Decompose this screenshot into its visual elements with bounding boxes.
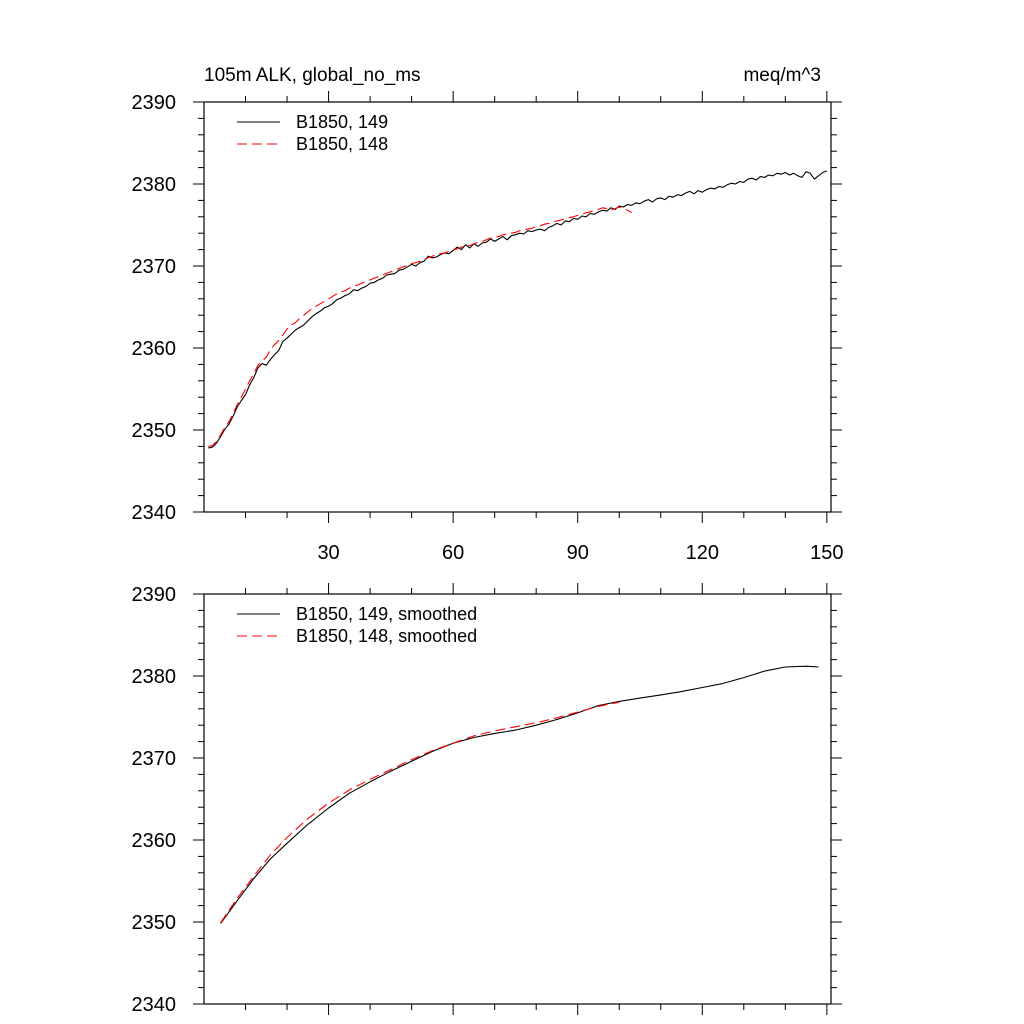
chart-title: 105m ALK, global_no_ms [204, 65, 421, 86]
units-label: meq/m^3 [743, 65, 821, 86]
plot-frame [203, 593, 832, 1005]
series-line-1 [220, 665, 819, 924]
x-tick-label: 30 [317, 542, 339, 564]
series-line-2 [208, 206, 632, 447]
y-tick-label: 2390 [132, 584, 177, 606]
x-tick-label: 60 [442, 542, 464, 564]
chart-panels: 2340 2350 2360 2370 2380 2390 30 60 90 120 150 B185… [132, 91, 844, 1016]
y-tick-label: 2350 [132, 420, 177, 442]
y-tick-label: 2370 [132, 256, 177, 278]
y-tick-label: 2340 [132, 502, 177, 524]
plot-frame [203, 101, 832, 513]
x-tick-label: 150 [810, 542, 843, 564]
legend-label-1: B1850, 149 [296, 112, 388, 132]
y-tick-label: 2350 [132, 912, 177, 934]
series-line-1 [208, 170, 827, 449]
legend-label-1: B1850, 149, smoothed [296, 604, 477, 624]
y-tick-label: 2370 [132, 748, 177, 770]
y-tick-label: 2380 [132, 174, 177, 196]
legend-label-2: B1850, 148 [296, 134, 388, 154]
y-tick-label: 2360 [132, 338, 177, 360]
x-tick-label: 120 [686, 542, 719, 564]
y-tick-label: 2340 [132, 994, 177, 1016]
panel-2: 2340 2350 2360 2370 2380 2390 B1850, 149, smoo… [132, 583, 842, 1016]
y-tick-label: 2390 [132, 92, 177, 114]
series-line-2 [220, 701, 620, 924]
panel-1: 2340 2350 2360 2370 2380 2390 30 60 90 120 150 B185… [132, 91, 844, 564]
x-tick-label: 90 [567, 542, 589, 564]
legend-label-2: B1850, 148, smoothed [296, 626, 477, 646]
y-tick-label: 2380 [132, 666, 177, 688]
y-tick-label: 2360 [132, 830, 177, 852]
